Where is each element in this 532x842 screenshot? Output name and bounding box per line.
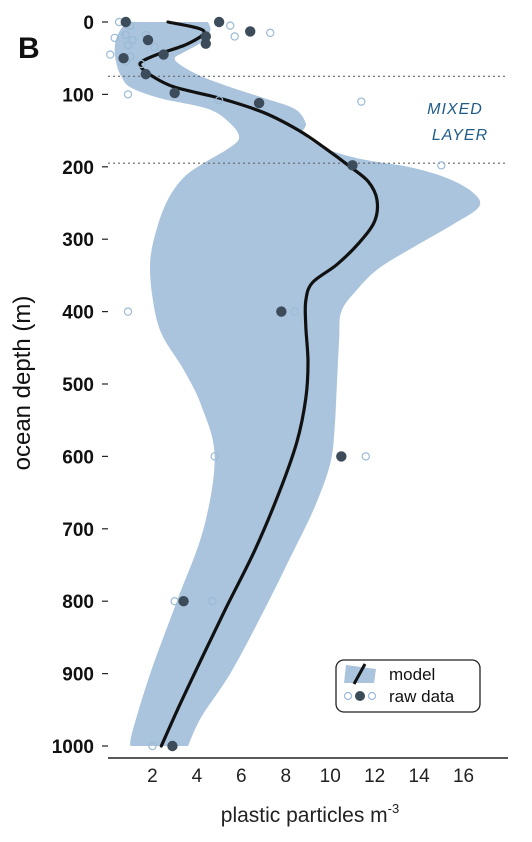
raw-data-point-open [110, 33, 119, 43]
raw-data-point-open [214, 95, 224, 105]
raw-data-point [120, 16, 131, 28]
raw-data-point [276, 306, 287, 317]
panel-label: B [18, 32, 40, 65]
x-tick-label: 16 [453, 766, 474, 787]
mixed-layer-annotation-line-1: MIXED [427, 101, 483, 118]
y-tick-label: 400 [62, 303, 94, 324]
y-tick-label: 800 [62, 592, 94, 613]
raw-data-point-open [437, 161, 446, 170]
raw-data-point-open [128, 35, 137, 45]
x-axis-label-main: plastic particles m [221, 804, 388, 827]
legend-raw-open-left [343, 691, 353, 701]
raw-data-point [118, 53, 129, 64]
legend: model raw data [335, 659, 481, 713]
raw-data-point [178, 596, 189, 607]
raw-data-point [169, 87, 180, 99]
raw-data-point-open [123, 40, 133, 50]
raw-data-point-open [121, 30, 130, 40]
raw-data-point [336, 451, 347, 462]
mixed-layer-lines [108, 75, 508, 164]
raw-data-point [200, 31, 211, 42]
y-tick-label: 700 [62, 520, 94, 541]
raw-data-point [200, 38, 211, 49]
legend-model-label: model [389, 665, 435, 684]
raw-data-point-open [123, 307, 133, 316]
x-axis-label: plastic particles m-3 [221, 801, 399, 827]
y-tick-label: 1000 [52, 737, 94, 758]
legend-raw-label: raw data [389, 687, 455, 706]
x-tick-label: 6 [236, 766, 247, 787]
raw-data-point [213, 16, 225, 28]
x-tick-label: 2 [147, 766, 158, 787]
mixed-layer-annotation-line-2: LAYER [432, 127, 488, 144]
raw-data-point-open [150, 43, 159, 52]
y-tick-label: 500 [62, 375, 94, 396]
raw-data-point-open [357, 97, 366, 106]
raw-data-point [167, 740, 178, 752]
y-ticks: 0 100 200 300 400 500 600 700 800 900 1000 [52, 13, 108, 758]
raw-data-point [140, 68, 151, 80]
model-band-layer [114, 22, 481, 746]
raw-data-point [347, 160, 358, 171]
x-tick-label: 14 [409, 766, 431, 787]
raw-data-point [142, 34, 154, 46]
raw-data-point [253, 97, 265, 109]
model-band [114, 22, 481, 746]
y-tick-label: 200 [62, 158, 94, 179]
x-ticks: 2 4 6 8 10 12 14 16 [147, 766, 474, 787]
y-axis-label: ocean depth (m) [9, 296, 36, 471]
raw-data-point-open [137, 59, 146, 69]
y-tick-label: 900 [62, 665, 94, 686]
raw-data-point-open [210, 452, 219, 461]
raw-data-point-open [148, 741, 157, 751]
legend-raw-filled [355, 691, 365, 701]
raw-data-point-open [230, 32, 239, 41]
x-tick-label: 10 [320, 766, 341, 787]
raw-data-point-open [123, 90, 133, 99]
raw-data-point-open [361, 452, 370, 461]
x-axis-label-exponent: -3 [388, 801, 400, 816]
y-tick-label: 0 [83, 13, 94, 34]
raw-data-point-open [170, 597, 179, 606]
x-tick-label: 4 [192, 766, 203, 787]
raw-data-point [245, 26, 256, 37]
raw-data-point-open [106, 50, 115, 59]
y-tick-label: 600 [62, 447, 94, 468]
raw-data-point-open [226, 21, 235, 30]
raw-data-layer [106, 16, 446, 752]
x-tick-label: 12 [364, 766, 385, 787]
x-tick-label: 8 [280, 766, 291, 787]
legend-model-line [352, 663, 367, 685]
raw-data-point-open [208, 597, 217, 606]
legend-raw-open-right [367, 691, 377, 701]
raw-data-point-open [266, 28, 275, 38]
raw-data-point-open [290, 307, 299, 316]
y-tick-label: 100 [62, 85, 94, 106]
y-tick-label: 300 [62, 230, 94, 251]
raw-data-point [158, 49, 169, 60]
